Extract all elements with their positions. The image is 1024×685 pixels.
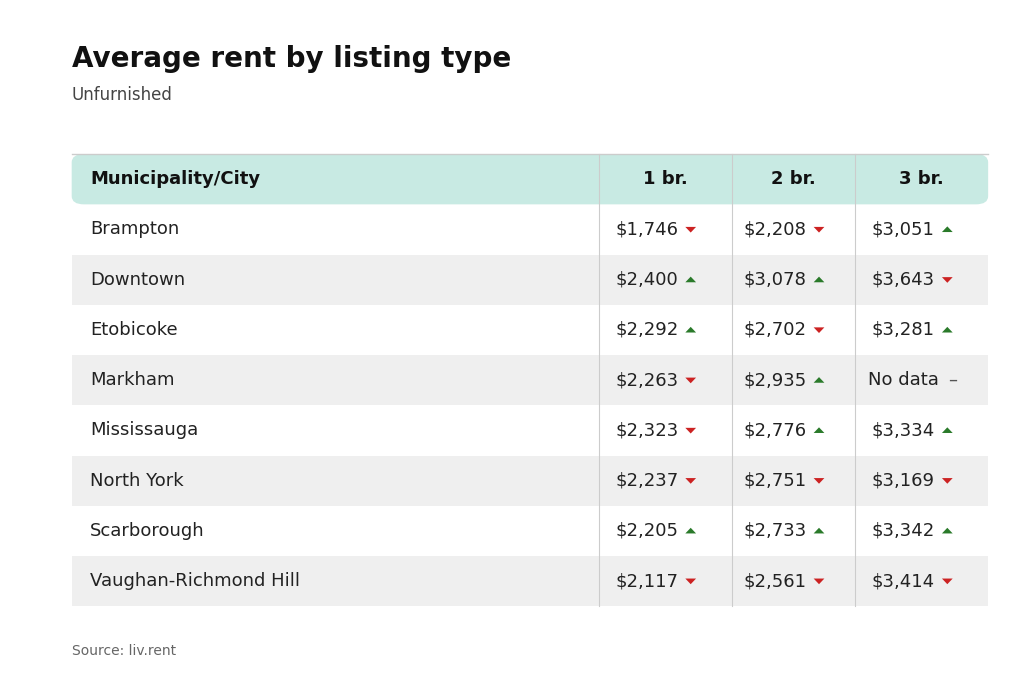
Text: 1 br.: 1 br.: [643, 171, 687, 188]
Text: $1,746: $1,746: [615, 221, 678, 238]
Bar: [72, 556, 988, 606]
Text: $2,263: $2,263: [615, 371, 678, 389]
Bar: [72, 355, 988, 406]
Text: Markham: Markham: [90, 371, 175, 389]
Text: Etobicoke: Etobicoke: [90, 321, 178, 339]
Text: 2 br.: 2 br.: [771, 171, 816, 188]
Text: $2,751: $2,751: [743, 472, 807, 490]
Polygon shape: [942, 579, 952, 584]
Text: Average rent by listing type: Average rent by listing type: [72, 45, 511, 73]
Text: $3,414: $3,414: [871, 572, 935, 590]
Text: $2,205: $2,205: [615, 522, 678, 540]
Text: Unfurnished: Unfurnished: [72, 86, 173, 103]
Polygon shape: [685, 579, 696, 584]
Polygon shape: [814, 277, 824, 282]
Text: Municipality/City: Municipality/City: [90, 171, 260, 188]
Polygon shape: [685, 327, 696, 332]
Polygon shape: [685, 528, 696, 534]
Text: –: –: [948, 371, 957, 389]
Text: No data: No data: [868, 371, 939, 389]
Text: 3 br.: 3 br.: [899, 171, 944, 188]
Text: Vaughan-Richmond Hill: Vaughan-Richmond Hill: [90, 572, 300, 590]
Text: $2,323: $2,323: [615, 421, 678, 439]
Text: $3,281: $3,281: [871, 321, 935, 339]
Polygon shape: [814, 327, 824, 333]
Polygon shape: [942, 277, 952, 283]
Polygon shape: [814, 427, 824, 433]
Text: $3,643: $3,643: [871, 271, 935, 288]
Text: $2,292: $2,292: [615, 321, 678, 339]
Polygon shape: [685, 377, 696, 384]
Text: Scarborough: Scarborough: [90, 522, 205, 540]
Text: Brampton: Brampton: [90, 221, 179, 238]
Polygon shape: [942, 427, 952, 433]
Polygon shape: [685, 277, 696, 282]
Text: $2,733: $2,733: [743, 522, 807, 540]
Text: $3,078: $3,078: [743, 271, 807, 288]
Polygon shape: [942, 226, 952, 232]
Text: $3,169: $3,169: [871, 472, 935, 490]
Text: $3,051: $3,051: [871, 221, 935, 238]
Text: North York: North York: [90, 472, 183, 490]
Text: $2,237: $2,237: [615, 472, 678, 490]
Polygon shape: [814, 377, 824, 383]
Polygon shape: [942, 478, 952, 484]
FancyBboxPatch shape: [72, 154, 988, 204]
Text: $2,776: $2,776: [743, 421, 807, 439]
Text: $2,208: $2,208: [743, 221, 807, 238]
Polygon shape: [814, 579, 824, 584]
Text: $3,342: $3,342: [871, 522, 935, 540]
Bar: [72, 255, 988, 305]
Text: $2,117: $2,117: [615, 572, 678, 590]
Polygon shape: [942, 327, 952, 332]
Text: $3,334: $3,334: [871, 421, 935, 439]
Polygon shape: [814, 528, 824, 534]
Text: $2,702: $2,702: [743, 321, 807, 339]
Polygon shape: [685, 478, 696, 484]
Bar: [72, 456, 988, 506]
Text: Mississauga: Mississauga: [90, 421, 199, 439]
Text: Source: liv.rent: Source: liv.rent: [72, 644, 176, 658]
Text: Downtown: Downtown: [90, 271, 185, 288]
Polygon shape: [814, 227, 824, 232]
Polygon shape: [685, 428, 696, 434]
Polygon shape: [685, 227, 696, 232]
Text: $2,561: $2,561: [743, 572, 807, 590]
Text: $2,400: $2,400: [615, 271, 678, 288]
Text: $2,935: $2,935: [743, 371, 807, 389]
Polygon shape: [942, 528, 952, 534]
Polygon shape: [814, 478, 824, 484]
